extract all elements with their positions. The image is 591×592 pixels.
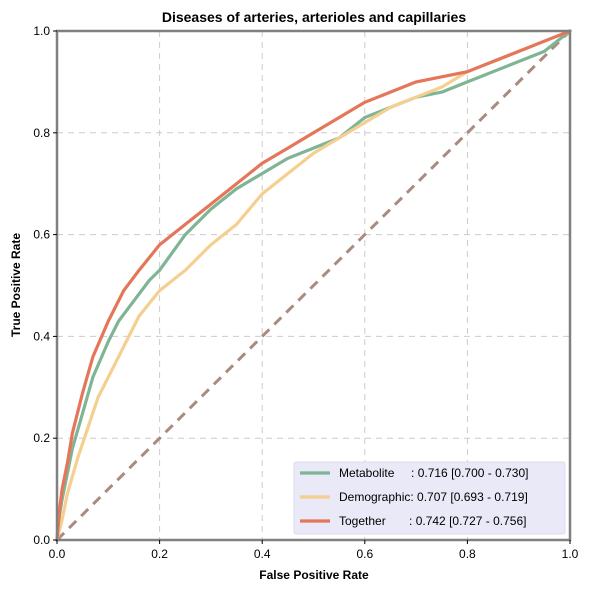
y-tick-label: 0.2 — [33, 431, 50, 445]
x-tick-label: 0.4 — [254, 547, 271, 561]
y-tick-label: 0.8 — [33, 126, 50, 140]
legend: Metabolite : 0.716 [0.700 - 0.730] Demogr… — [293, 461, 566, 535]
x-tick-label: 0.0 — [49, 547, 66, 561]
x-tick-label: 0.8 — [459, 547, 476, 561]
roc-curve-metabolite — [55, 29, 572, 542]
roc-curves — [55, 29, 572, 542]
chance-diagonal-line — [55, 29, 572, 542]
roc-curve-together — [55, 29, 572, 542]
x-axis-label: False Positive Rate — [259, 568, 369, 582]
x-tick-label: 0.6 — [356, 547, 373, 561]
chart-title: Diseases of arteries, arterioles and cap… — [162, 9, 466, 25]
axis-ticks: 0.0 0.2 0.4 0.6 0.8 1.0 0.0 0.2 0.4 0.6 0.8 1.0 — [33, 24, 578, 561]
y-axis-label: True Positive Rate — [9, 233, 23, 337]
x-tick-label: 0.2 — [151, 547, 168, 561]
y-tick-label: 0.0 — [33, 533, 50, 547]
legend-label-demographic: Demographic: 0.707 [0.693 - 0.719] — [339, 490, 528, 504]
y-tick-label: 0.6 — [33, 228, 50, 242]
y-tick-label: 0.4 — [33, 329, 50, 343]
legend-box — [293, 461, 566, 535]
x-tick-label: 1.0 — [562, 547, 579, 561]
roc-curve-demographic — [55, 29, 572, 542]
legend-label-metabolite: Metabolite : 0.716 [0.700 - 0.730] — [339, 466, 528, 480]
legend-label-together: Together : 0.742 [0.727 - 0.756] — [339, 514, 526, 528]
plot-frame — [55, 29, 572, 542]
y-tick-label: 1.0 — [33, 24, 50, 38]
